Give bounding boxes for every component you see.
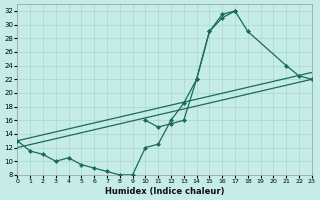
- X-axis label: Humidex (Indice chaleur): Humidex (Indice chaleur): [105, 187, 224, 196]
